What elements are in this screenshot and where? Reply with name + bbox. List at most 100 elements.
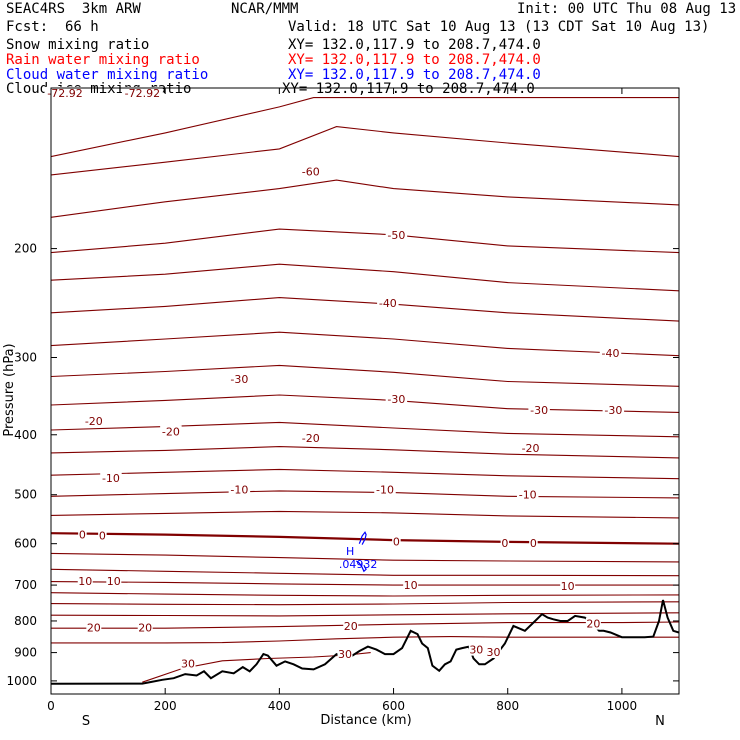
isotherm-layer <box>51 97 679 683</box>
valid-time: Valid: 18 UTC Sat 10 Aug 13 (13 CDT Sat … <box>288 19 710 35</box>
isotherm-line <box>51 612 679 617</box>
isotherm-label-bg <box>337 648 353 661</box>
isotherm-label-bg <box>100 472 122 485</box>
field-cloud-water-xy: XY= 132.0,117.9 to 208.7,474.0 <box>288 67 541 83</box>
forecast-label: Fcst: <box>6 19 49 35</box>
isotherm-label: 0 <box>79 529 86 542</box>
isotherm-label: -10 <box>376 483 394 496</box>
isotherm-label-bg <box>343 619 359 632</box>
isotherm-label: -10 <box>519 489 537 502</box>
x-tick-label: 200 <box>154 699 177 713</box>
isotherm-label-bg <box>519 441 542 454</box>
cloud-water-layer: H.04932 <box>339 531 378 573</box>
isotherm-label: 30 <box>338 648 352 661</box>
isotherm-label-bg <box>121 86 163 99</box>
isotherm-label-bg <box>528 404 550 417</box>
isotherm-label-bg <box>377 297 399 310</box>
isotherm-label-bg <box>374 483 396 496</box>
init-time: Init: 00 UTC Thu 08 Aug 13 <box>517 1 737 17</box>
org-label: NCAR/MMM <box>231 1 299 17</box>
isotherm-label: -10 <box>230 483 248 496</box>
isotherm-label-bg <box>98 529 107 542</box>
isotherm-label: 10 <box>78 575 92 588</box>
field-rain-xy: XY= 132.0,117.9 to 208.7,474.0 <box>288 52 541 68</box>
cloud-water-max-value: .04932 <box>339 558 378 571</box>
isotherm-label: -50 <box>387 229 405 242</box>
isotherm-label: 20 <box>138 622 152 635</box>
y-tick-label: 800 <box>14 614 37 628</box>
forecast-hours: 66 h <box>65 19 99 35</box>
isotherm-line <box>51 592 679 597</box>
isotherm-label-bg <box>516 488 539 501</box>
isotherm-label: 10 <box>404 579 418 592</box>
x-axis-label: Distance (km) <box>320 713 411 728</box>
isotherm-label: 20 <box>586 618 600 631</box>
isotherm-label: 0 <box>393 535 400 548</box>
isotherm-label: -72.92 <box>125 87 160 100</box>
isotherm-label-bg <box>78 528 87 541</box>
isotherm-label-bg <box>160 425 182 438</box>
isotherm-label-bg <box>300 432 322 445</box>
y-tick-label: 1000 <box>6 674 37 688</box>
isotherm-label: -30 <box>604 404 622 417</box>
x-tick-label: 400 <box>268 699 291 713</box>
field-snow-xy: XY= 132.0,117.9 to 208.7,474.0 <box>288 37 541 53</box>
y-tick-label: 400 <box>14 428 37 442</box>
y-tick-label: 300 <box>14 350 37 364</box>
isotherm-label: -40 <box>602 347 620 360</box>
isotherm-label: 0 <box>99 530 106 543</box>
isotherm-label-bg <box>500 536 510 549</box>
x-tick-label: 1000 <box>607 699 638 713</box>
y-tick-label: 700 <box>14 578 37 592</box>
field-snow-label: Snow mixing ratio <box>6 37 150 53</box>
isotherm-label: 0 <box>501 537 508 550</box>
isotherm-label: 30 <box>486 646 500 659</box>
isotherm-label-layer: -72.92 -72.92 -60 -50 -40 -40 -30 -30 -30 -30 -20 -… <box>44 86 625 670</box>
isotherm-line <box>51 601 679 606</box>
isotherm-line <box>51 446 679 459</box>
isotherm-label: 10 <box>107 575 121 588</box>
isotherm-label: 10 <box>561 580 575 593</box>
isotherm-line <box>51 421 679 438</box>
isotherm-label-bg <box>385 392 408 405</box>
terrain-line <box>51 599 679 685</box>
isotherm-label-bg <box>300 165 322 178</box>
isotherm-label-bg <box>180 657 196 670</box>
isotherm-label: -30 <box>530 404 548 417</box>
isotherm-label: -30 <box>387 393 405 406</box>
south-label: S <box>82 714 90 729</box>
isotherm-label-bg <box>228 483 251 496</box>
isotherm-line <box>51 490 679 499</box>
isotherm-line <box>51 581 679 586</box>
isotherm-label: -40 <box>379 297 397 310</box>
plot-frame <box>50 87 680 695</box>
isotherm-line <box>51 510 679 519</box>
y-axis-label: Pressure (hPa) <box>2 343 17 436</box>
isotherm-label-bg <box>468 643 484 656</box>
y-tick-label: 600 <box>14 537 37 551</box>
isotherm-label-bg <box>228 372 251 385</box>
x-tick-label: 600 <box>382 699 405 713</box>
isotherm-line <box>51 179 679 218</box>
isotherm-line <box>51 364 679 387</box>
isotherm-label-bg <box>529 536 538 549</box>
isotherm-label: -20 <box>85 415 103 428</box>
isotherm-line <box>51 263 679 292</box>
isotherm-line <box>51 468 679 480</box>
isotherm-label-bg <box>44 86 86 99</box>
terrain-layer <box>51 599 679 685</box>
isotherm-label-bg <box>602 404 625 417</box>
isotherm-label: -72.92 <box>47 87 82 100</box>
field-cloud-ice-xy: XY= 132.0,117.9 to 208.7,474.0 <box>282 81 535 97</box>
isotherm-line <box>51 97 679 158</box>
north-label: N <box>655 714 665 729</box>
isotherm-label: 20 <box>87 622 101 635</box>
y-tick-label: 900 <box>14 646 37 660</box>
isotherm-label-bg <box>106 575 122 588</box>
isotherm-label: 0 <box>530 537 537 550</box>
isotherm-line <box>51 228 679 254</box>
x-tick-label: 800 <box>496 699 519 713</box>
isotherm-line <box>51 331 679 357</box>
